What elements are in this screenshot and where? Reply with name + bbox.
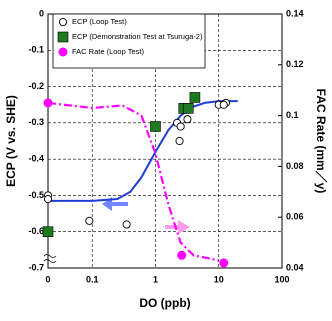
fit-curve — [48, 100, 238, 202]
square-marker — [57, 31, 69, 43]
circle-marker — [175, 136, 184, 146]
fit-curve — [47, 101, 219, 262]
y-tick-label: 0 — [39, 8, 44, 18]
y2-tick-label: 0.06 — [286, 212, 304, 222]
circle-marker — [219, 100, 228, 109]
circle-marker — [183, 115, 192, 124]
arrow-right — [165, 220, 190, 234]
y-tick-label: -0.6 — [28, 226, 44, 236]
x-tick-label: 10 — [214, 274, 224, 284]
y2-tick-label: 0.14 — [286, 8, 304, 18]
circle-marker — [58, 17, 68, 27]
circle-marker — [43, 195, 53, 204]
x-tick-label: 0 — [45, 274, 50, 284]
x-tick-label: 0.1 — [86, 274, 99, 284]
legend — [52, 13, 206, 69]
y2-tick-label: 0.1 — [286, 110, 299, 120]
y-tick-label: -0.3 — [28, 117, 44, 127]
square-marker — [150, 121, 161, 132]
y2-tick-label: 0.08 — [286, 161, 304, 171]
legend-label: ECP (Demonstration Test at Tsuruga-2) — [72, 32, 203, 41]
circle-marker — [122, 220, 131, 229]
axis-break — [43, 254, 57, 263]
y-tick-label: -0.7 — [28, 262, 44, 272]
square-marker — [189, 92, 201, 103]
x-tick-label: 1 — [153, 274, 158, 284]
y-tick-label: -0.1 — [28, 45, 44, 55]
y-tick-label: -0.5 — [28, 190, 44, 200]
square-marker — [42, 226, 54, 238]
circle-marker — [219, 258, 229, 268]
circle-marker — [176, 122, 185, 131]
circle-marker — [85, 216, 94, 225]
y-tick-label: -0.4 — [28, 154, 44, 164]
y-axis-label: ECP (V vs. SHE) — [4, 95, 18, 187]
y2-axis-label: FAC Rate (mm／y) — [314, 89, 329, 194]
circle-marker — [58, 47, 68, 57]
y2-tick-label: 0.12 — [286, 59, 304, 69]
square-marker — [182, 103, 194, 114]
y2-tick-label: 0.04 — [286, 262, 304, 272]
x-axis-label: DO (ppb) — [139, 296, 190, 310]
circle-marker — [43, 98, 53, 108]
y-tick-label: -0.2 — [28, 81, 44, 91]
x-tick-label: 100 — [274, 274, 289, 284]
legend-label: FAC Rate (Loop Test) — [72, 47, 144, 56]
circle-marker — [177, 250, 187, 260]
legend-label: ECP (Loop Test) — [72, 17, 127, 26]
